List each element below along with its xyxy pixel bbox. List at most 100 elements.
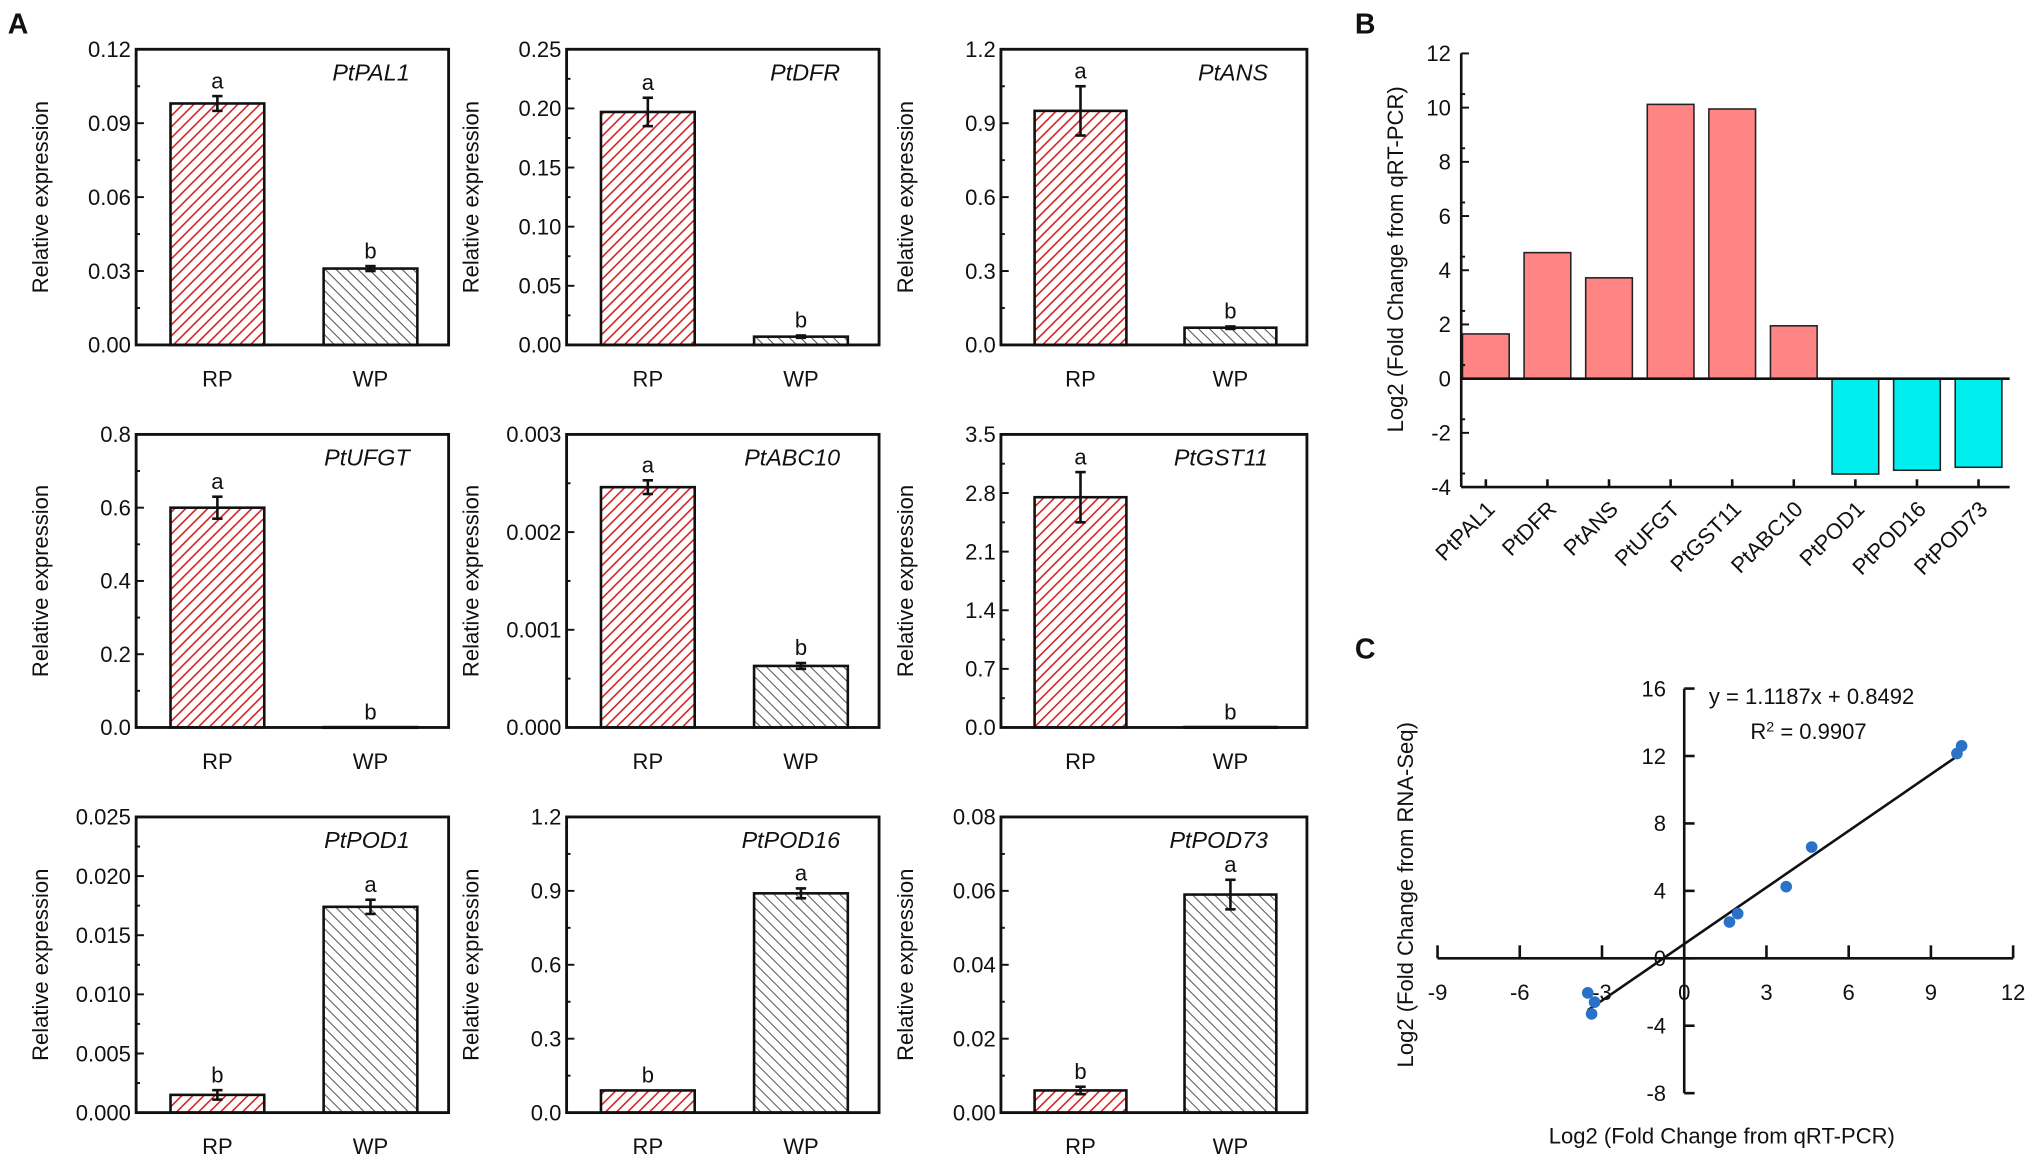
y-tick-label: 0.6 <box>100 495 131 520</box>
y-tick-label: 2 <box>1439 312 1451 337</box>
y-tick-label: 0.7 <box>965 657 996 682</box>
bar-WP <box>322 267 419 347</box>
bar-PtPOD16 <box>1892 377 1942 472</box>
y-tick-label: 0.00 <box>88 333 131 358</box>
x-tick-label: PtDFR <box>1497 496 1561 560</box>
y-tick-label: 0.2 <box>100 642 131 667</box>
significance-letter: a <box>1074 58 1087 83</box>
bar-chart-PtDFR: a RP b WP 0.00 0.05 0.10 0.15 0.20 0.25 Relative e… <box>458 37 881 391</box>
x-tick-label: RP <box>202 749 233 774</box>
y-tick-label: -4 <box>1431 475 1451 500</box>
y-tick-label: 0.10 <box>519 214 562 239</box>
x-tick-label: WP <box>353 1134 388 1158</box>
bar-PtPOD73 <box>1954 377 2003 469</box>
bar-RP <box>169 506 266 729</box>
x-tick-label: RP <box>1065 749 1096 774</box>
y-tick-label: 0.04 <box>953 953 996 978</box>
x-tick-label: 3 <box>1760 980 1772 1005</box>
y-tick-label: 4 <box>1439 258 1451 283</box>
y-tick-label: 0.9 <box>965 111 996 136</box>
r-squared: R2 = 0.9907 <box>1750 719 1866 744</box>
bar-RP <box>1033 109 1128 347</box>
x-tick-label: 9 <box>1925 980 1937 1005</box>
y-tick-label: 12 <box>1426 41 1451 66</box>
y-tick-label: 1.4 <box>965 598 996 623</box>
bar-RP <box>599 1089 697 1114</box>
bar-WP <box>752 892 850 1114</box>
x-tick-label: 0 <box>1678 980 1690 1005</box>
y-tick-label: 0.000 <box>76 1100 131 1125</box>
y-tick-label: 0.0 <box>965 333 996 358</box>
data-point <box>1805 841 1818 853</box>
y-tick-label: 0.09 <box>88 111 131 136</box>
x-tick-label: RP <box>633 749 664 774</box>
x-tick-label: WP <box>353 749 388 774</box>
y-tick-label: 0.05 <box>519 274 562 299</box>
x-tick-label: 12 <box>2001 980 2026 1005</box>
y-tick-label: 0.0 <box>965 715 996 740</box>
x-tick-label: -6 <box>1510 980 1530 1005</box>
x-tick-label: WP <box>1213 366 1248 391</box>
y-tick-label: -4 <box>1646 1014 1666 1039</box>
y-tick-label: 0.06 <box>88 185 131 210</box>
gene-label: PtPOD1 <box>324 827 410 853</box>
significance-letter: b <box>364 238 376 263</box>
bar-PtDFR <box>1523 251 1572 380</box>
y-tick-label: 0.003 <box>506 422 561 447</box>
y-tick-label: 0.0 <box>531 1100 562 1125</box>
x-tick-label: WP <box>783 749 818 774</box>
y-tick-label: 0.020 <box>76 864 131 889</box>
data-point <box>1581 987 1594 999</box>
data-point <box>1955 740 1968 752</box>
bar-RP <box>599 110 697 347</box>
y-tick-label: 0.010 <box>76 982 131 1007</box>
bar-chart-PtUFGT: a RP b WP 0.0 0.2 0.4 0.6 0.8 Relative expression… <box>28 422 451 774</box>
y-axis-title: Relative expression <box>893 485 918 677</box>
y-tick-label: 6 <box>1439 204 1451 229</box>
data-point <box>1780 880 1793 893</box>
y-tick-label: 0.25 <box>519 37 562 62</box>
y-tick-label: 4 <box>1654 879 1666 904</box>
bar-PtUFGT <box>1646 103 1695 380</box>
y-tick-label: 0.015 <box>76 923 131 948</box>
y-tick-label: 12 <box>1642 744 1667 769</box>
bar-chart-PtGST11: a RP b WP 0.0 0.7 1.4 2.1 2.8 3.5 Relative express… <box>893 422 1309 774</box>
y-tick-label: 3.5 <box>965 422 996 447</box>
gene-label: PtPOD73 <box>1169 827 1268 853</box>
y-tick-label: 1.2 <box>965 37 996 62</box>
gene-label: PtANS <box>1198 59 1268 85</box>
x-tick-label: RP <box>1065 366 1096 391</box>
y-tick-label: 0.12 <box>88 37 131 62</box>
data-point <box>1585 1008 1598 1020</box>
y-tick-label: 10 <box>1426 95 1451 120</box>
y-tick-label: 8 <box>1654 811 1666 836</box>
x-tick-label: 6 <box>1843 980 1855 1005</box>
y-tick-label: 0.005 <box>76 1041 131 1066</box>
x-tick-label: PtPAL1 <box>1430 496 1499 565</box>
gene-label: PtGST11 <box>1174 445 1268 471</box>
gene-label: PtPAL1 <box>332 59 409 85</box>
x-tick-label: WP <box>783 1134 818 1158</box>
bar-chart-PtPAL1: a RP b WP 0.00 0.03 0.06 0.09 0.12 Relative expre… <box>28 37 451 391</box>
bar-RP <box>169 102 266 347</box>
x-tick-label: -9 <box>1428 980 1448 1005</box>
y-tick-label: 0.3 <box>531 1026 562 1051</box>
bar-PtANS <box>1584 277 1634 380</box>
y-tick-label: 0.000 <box>506 715 561 740</box>
panel-b: PtPAL1PtDFRPtANSPtUFGTPtGST11PtABC10PtPO… <box>1383 41 2010 580</box>
significance-letter: a <box>1074 444 1087 469</box>
gene-label: PtDFR <box>770 59 840 85</box>
y-tick-label: -8 <box>1646 1081 1666 1106</box>
bar-chart-PtABC10: a RP b WP 0.000 0.001 0.002 0.003 Relative expre… <box>458 422 881 774</box>
y-tick-label: -2 <box>1431 421 1451 446</box>
significance-letter: a <box>1224 852 1237 877</box>
y-tick-label: 2.8 <box>965 481 996 506</box>
significance-letter: a <box>642 453 655 478</box>
bar-RP <box>1033 495 1128 729</box>
y-tick-label: 0.08 <box>953 805 996 830</box>
y-axis-title: Relative expression <box>28 869 53 1061</box>
y-axis-title: Relative expression <box>458 869 483 1061</box>
y-tick-label: 8 <box>1439 150 1451 175</box>
y-tick-label: 2.1 <box>965 539 996 564</box>
y-tick-label: 0 <box>1654 946 1666 971</box>
